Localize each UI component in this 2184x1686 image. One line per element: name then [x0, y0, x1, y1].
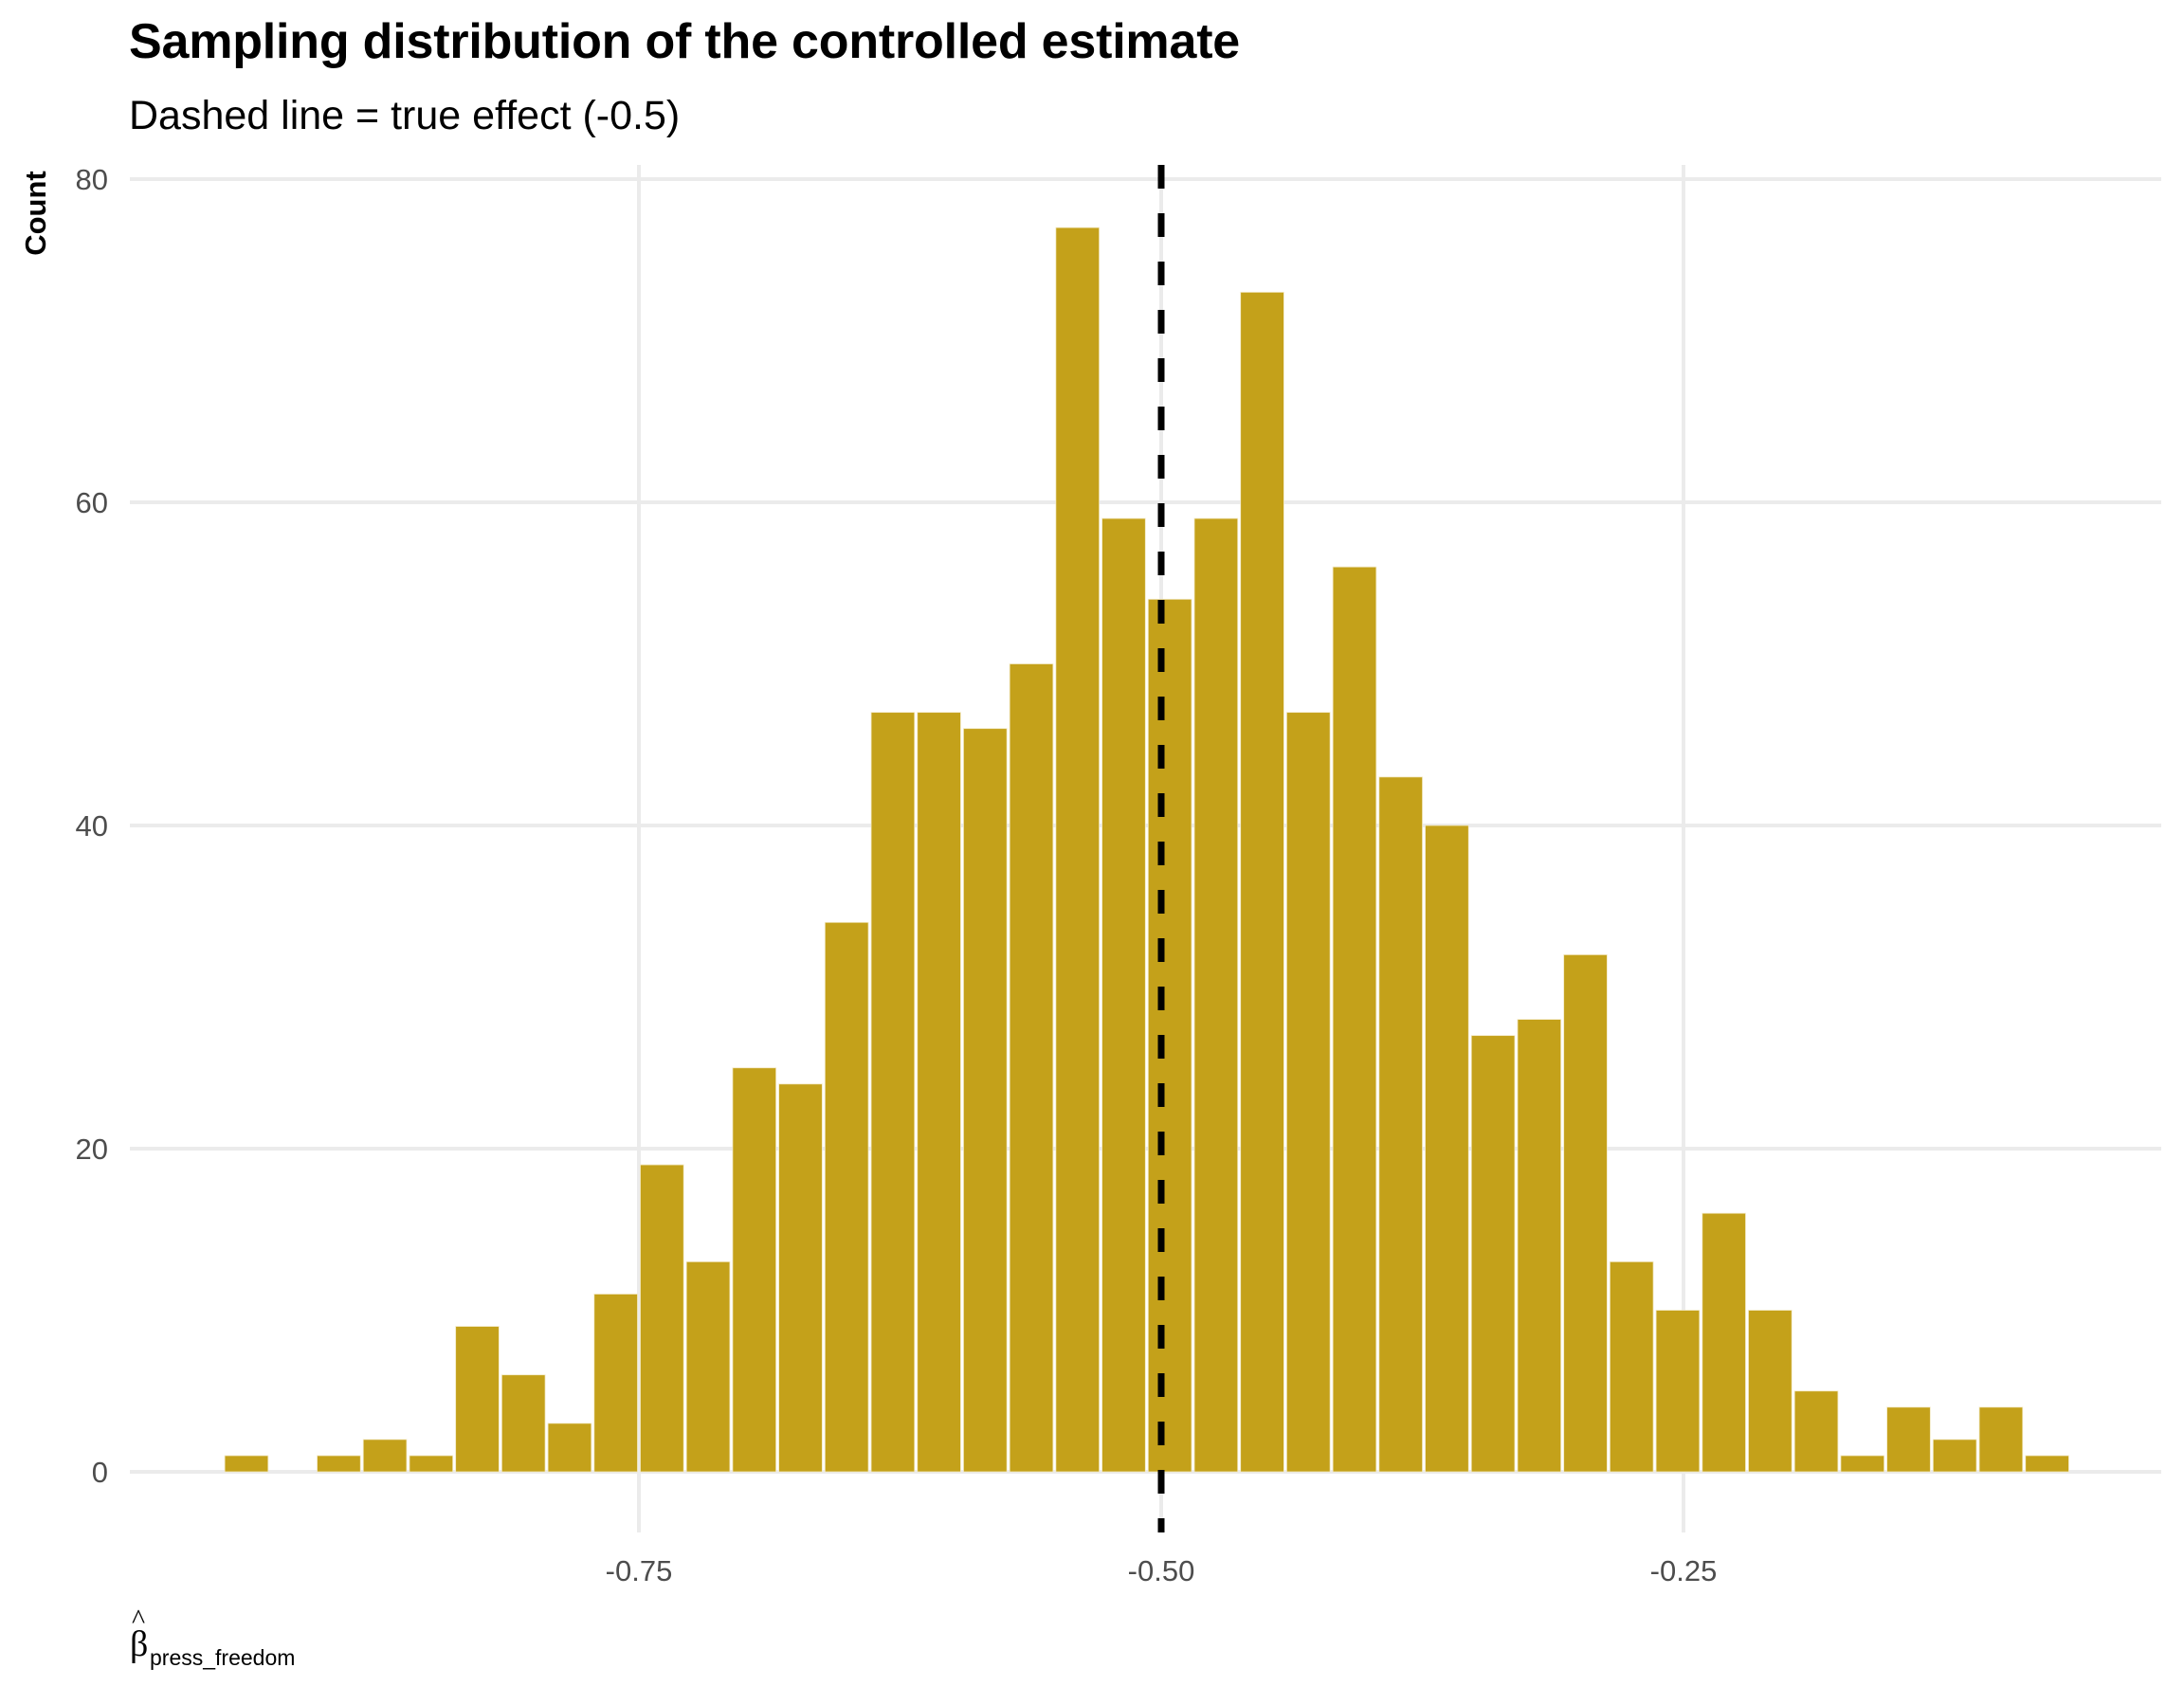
histogram-bar — [362, 1439, 408, 1473]
chart-title: Sampling distribution of the controlled … — [129, 14, 1241, 69]
histogram-bar — [593, 1294, 638, 1473]
x-axis-label-hat: ^ — [132, 1604, 145, 1635]
histogram-bar — [409, 1455, 454, 1473]
histogram-bar — [1101, 517, 1146, 1473]
histogram-bar — [1655, 1310, 1701, 1473]
histogram-bar — [1009, 663, 1054, 1473]
histogram-bar — [1793, 1390, 1839, 1473]
histogram-bar — [2025, 1455, 2069, 1473]
histogram-bar — [1055, 227, 1100, 1473]
histogram-bar — [317, 1455, 361, 1473]
histogram-bar — [640, 1164, 684, 1473]
histogram-bar — [732, 1067, 777, 1473]
histogram-bar — [1470, 1035, 1516, 1473]
histogram-bar — [685, 1260, 731, 1473]
histogram-bar — [1147, 598, 1192, 1473]
x-tick-label: -0.75 — [606, 1554, 673, 1587]
x-axis-label: ^ β press_freedom — [130, 1604, 295, 1670]
y-axis-ticks: 0 20 40 60 80 — [76, 163, 108, 1489]
histogram-bar — [1240, 291, 1284, 1473]
histogram-bar — [1932, 1439, 1977, 1473]
histogram-bar — [1748, 1310, 1793, 1473]
histogram-bar — [224, 1455, 269, 1473]
x-axis-label-subscript: press_freedom — [150, 1645, 295, 1670]
histogram-bar — [1378, 776, 1423, 1473]
chart-subtitle: Dashed line = true effect (-0.5) — [129, 93, 681, 138]
histogram-bar — [824, 921, 869, 1473]
histogram-bar — [1332, 566, 1377, 1473]
histogram-bar — [547, 1423, 592, 1473]
histogram-bar — [1702, 1212, 1746, 1473]
y-tick-label: 80 — [76, 163, 108, 196]
x-tick-label: -0.25 — [1650, 1554, 1718, 1587]
y-tick-label: 60 — [76, 486, 108, 519]
histogram-bar — [1609, 1260, 1654, 1473]
x-axis-ticks: -0.75 -0.50 -0.25 — [606, 1554, 1718, 1587]
histogram-bar — [1840, 1455, 1885, 1473]
histogram-bar — [778, 1083, 823, 1473]
histogram-bar — [455, 1326, 500, 1473]
x-axis-label-symbol: β — [130, 1624, 148, 1664]
histogram-bar — [870, 712, 916, 1473]
histogram-bar — [500, 1374, 546, 1473]
histogram-bar — [1193, 517, 1239, 1473]
histogram-bars — [224, 227, 2069, 1473]
histogram-bar — [1978, 1406, 2024, 1473]
y-axis-label: Count — [19, 171, 52, 256]
y-tick-label: 40 — [76, 809, 108, 843]
histogram-bar — [963, 728, 1008, 1473]
histogram-bar — [1517, 1019, 1562, 1473]
histogram-bar — [1425, 825, 1469, 1473]
histogram-bar — [1563, 954, 1608, 1473]
histogram-bar — [1286, 712, 1331, 1473]
y-tick-label: 0 — [92, 1456, 108, 1489]
histogram-bar — [917, 712, 961, 1473]
histogram-bar — [1886, 1406, 1931, 1473]
x-tick-label: -0.50 — [1128, 1554, 1195, 1587]
y-tick-label: 20 — [76, 1133, 108, 1166]
